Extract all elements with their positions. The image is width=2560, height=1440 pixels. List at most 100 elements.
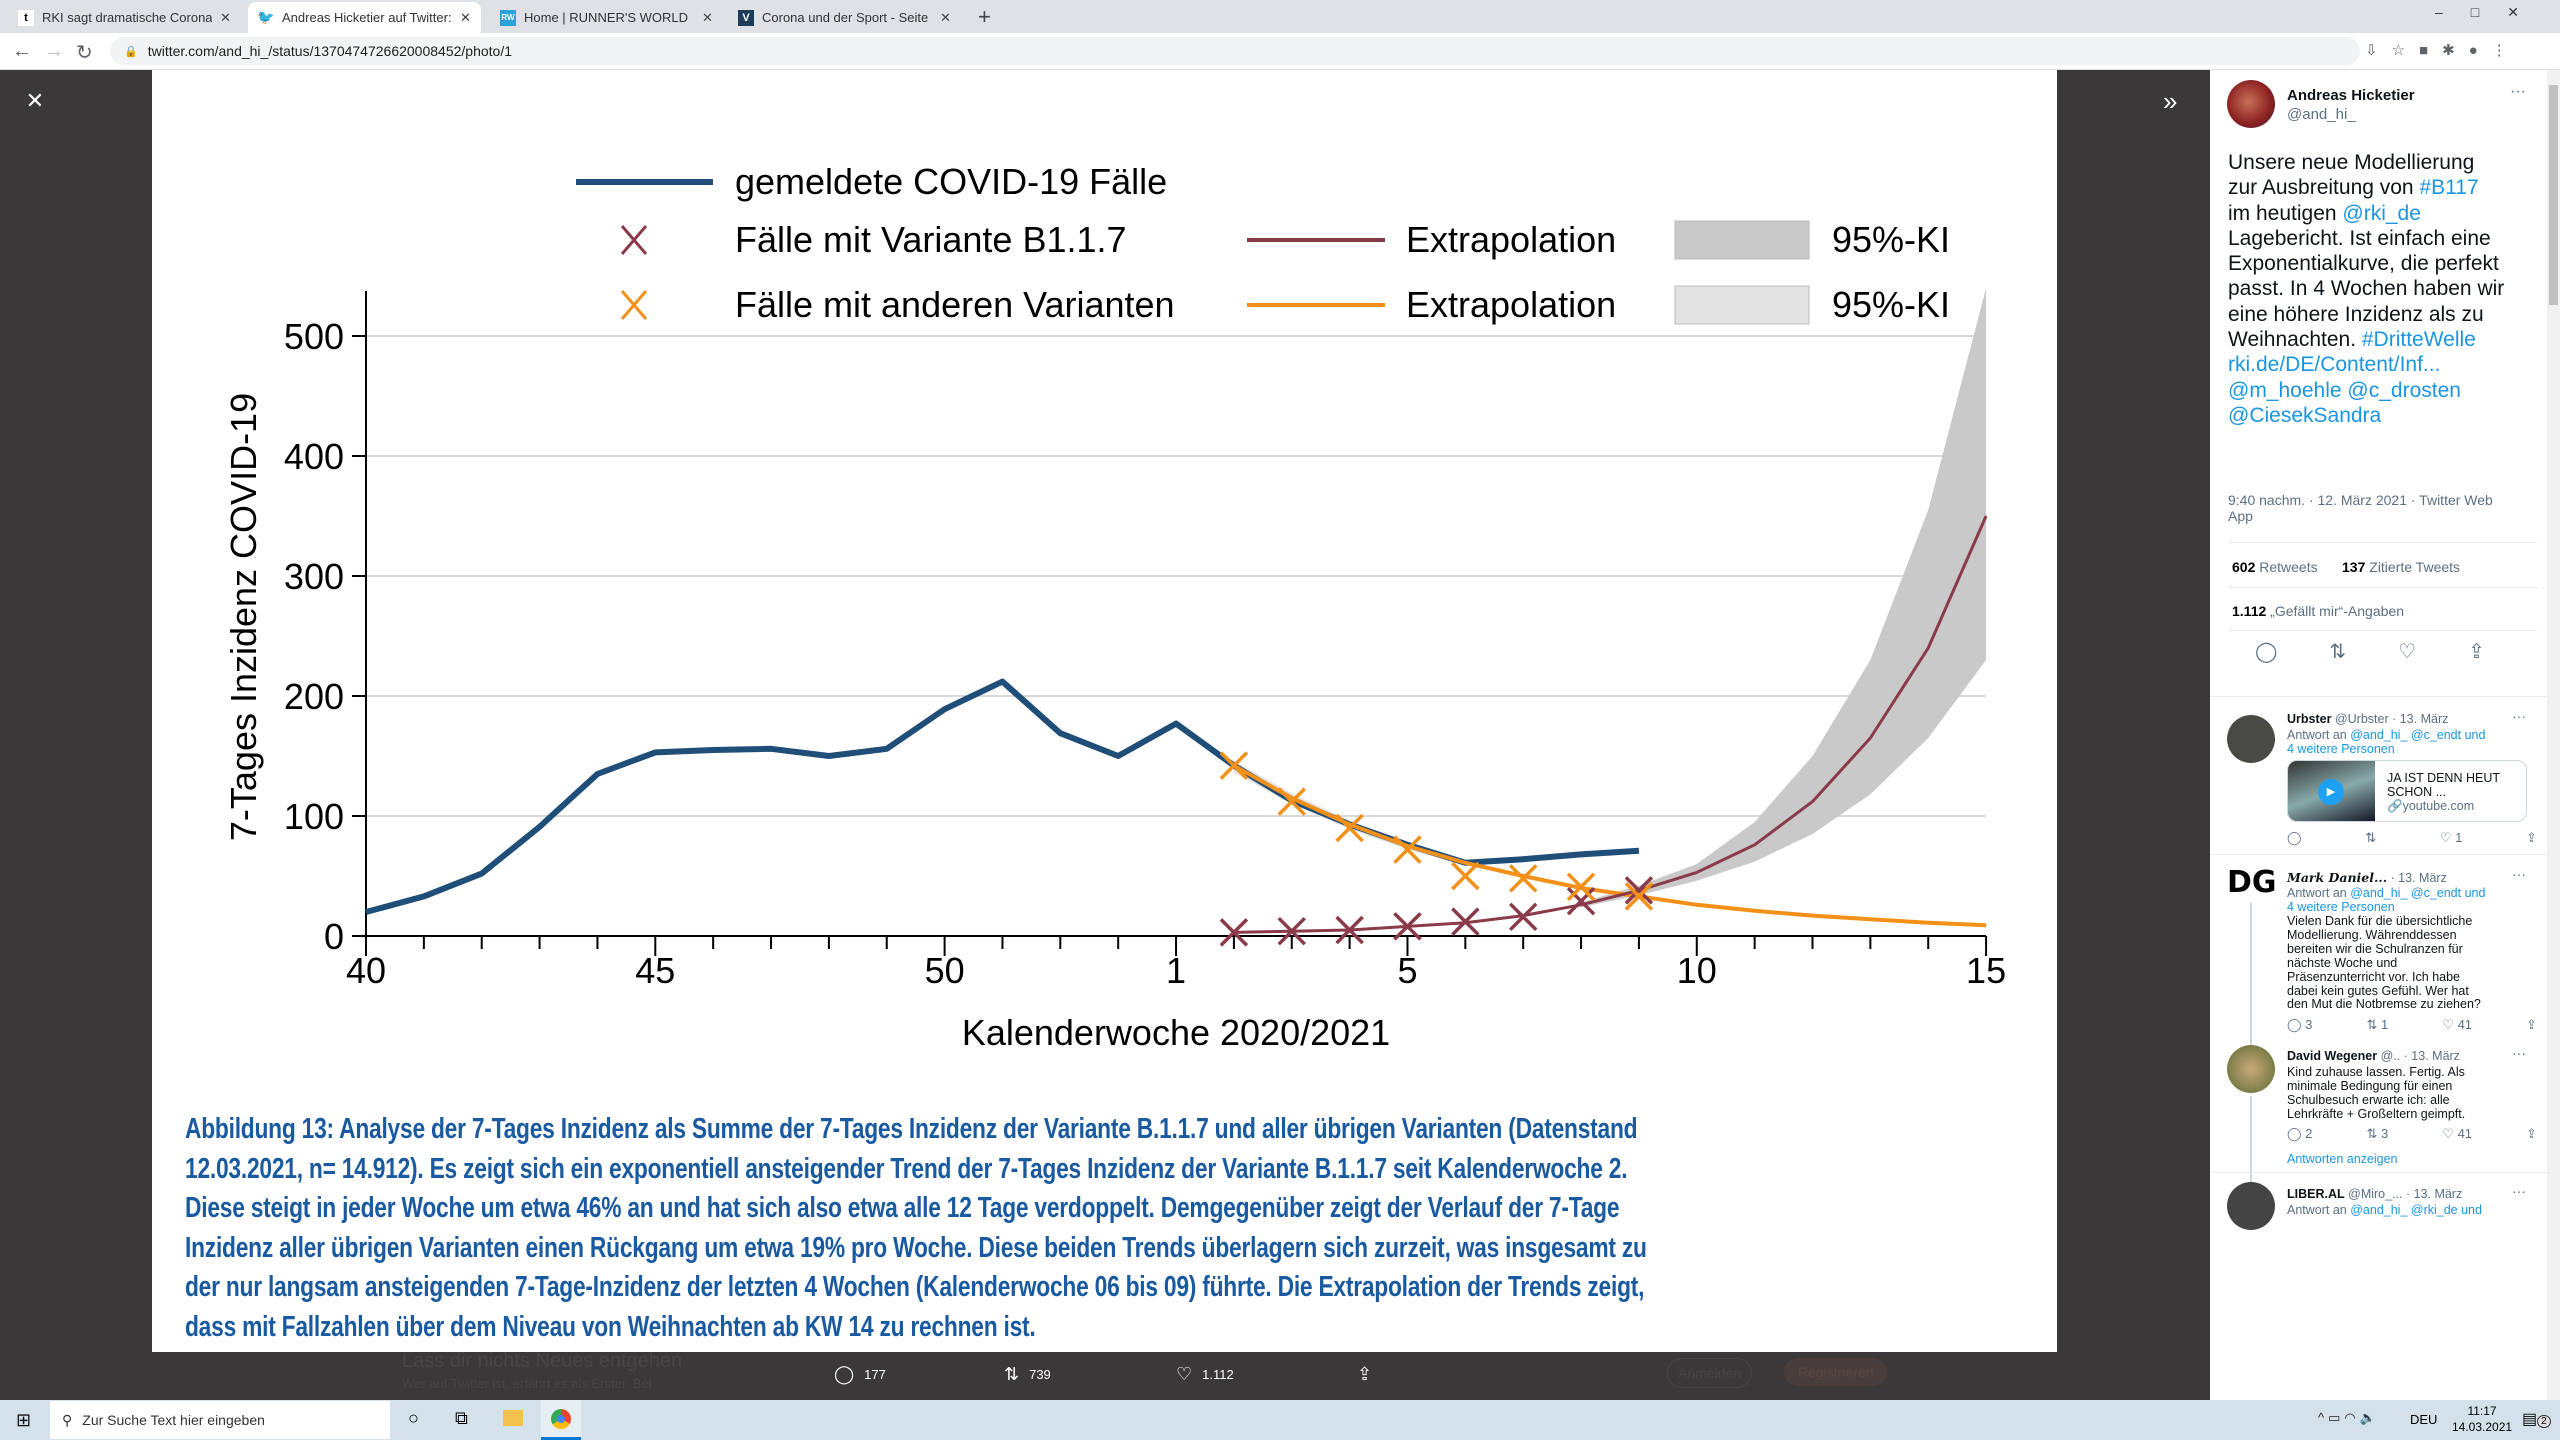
url-bar[interactable]: 🔒 twitter.com/and_hi_/status/137047472662… xyxy=(110,37,2360,65)
author-handle[interactable]: @and_hi_ xyxy=(2287,106,2356,123)
back-icon[interactable]: ← xyxy=(12,40,32,62)
share-icon[interactable]: ⇪ xyxy=(2526,1126,2537,1141)
reply-handle[interactable]: @.. · 13. März xyxy=(2380,1049,2460,1063)
reply-handle[interactable]: @Urbster · 13. März xyxy=(2334,712,2449,726)
more-options-icon[interactable]: ··· xyxy=(2512,866,2526,882)
hashtag-link[interactable]: #B117 xyxy=(2419,176,2479,200)
sidebar-scrollbar[interactable] xyxy=(2547,70,2560,1400)
more-options-icon[interactable]: ··· xyxy=(2512,1045,2526,1061)
reply-author[interactable]: Mark Daniel... xyxy=(2287,870,2388,885)
reply-button[interactable]: ◯ 2 xyxy=(2287,1126,2313,1141)
reply-author[interactable]: David Wegener xyxy=(2287,1049,2378,1063)
forward-icon[interactable]: → xyxy=(44,40,64,62)
retweet-button[interactable]: ⇅ 3 xyxy=(2366,1126,2389,1141)
url-link[interactable]: rki.de/DE/Content/Inf... xyxy=(2228,353,2441,377)
retweet-button[interactable]: ⇅ 739 xyxy=(1004,1364,1051,1385)
task-view-icon[interactable]: ⧉ xyxy=(455,1408,468,1428)
hashtag-link[interactable]: #DritteWelle xyxy=(2361,328,2476,352)
retweet-count: 3 xyxy=(2380,1126,2389,1141)
scrollbar-thumb[interactable] xyxy=(2549,85,2558,305)
close-tab-icon[interactable]: ✕ xyxy=(702,9,713,25)
show-replies-link[interactable]: Antworten anzeigen xyxy=(2287,1152,2398,1166)
author-avatar[interactable] xyxy=(2227,80,2275,128)
windows-start-icon[interactable]: ⊞ xyxy=(16,1410,32,1430)
tweet-timestamp[interactable]: 9:40 nachm. · 12. März 2021 · Twitter We… xyxy=(2228,492,2493,524)
collapse-sidebar-chevron-icon[interactable]: » xyxy=(2163,86,2178,116)
reply-icon: ◯ xyxy=(834,1364,855,1384)
close-photo-button[interactable]: ✕ xyxy=(25,88,45,113)
taskbar-search[interactable]: ⚲ Zur Suche Text hier eingeben xyxy=(50,1401,390,1439)
reply-icon[interactable]: ◯ xyxy=(2255,641,2278,663)
mention-link[interactable]: @CiesekSandra xyxy=(2228,403,2382,427)
tab-corona-sport[interactable]: V Corona und der Sport - Seite 452 ✕ xyxy=(728,2,961,33)
mention-link[interactable]: @rki_de xyxy=(2342,201,2421,225)
notification-center-icon[interactable]: ▤ 2 xyxy=(2522,1409,2551,1429)
close-tab-icon[interactable]: ✕ xyxy=(220,9,231,25)
system-tray-icons[interactable]: ^▭◠🔈 xyxy=(2318,1410,2380,1425)
retweet-button[interactable]: ⇅ 1 xyxy=(2366,1017,2389,1032)
tab-rki[interactable]: t RKI sagt dramatische Corona-Fall ✕ xyxy=(8,2,241,33)
quotes-stat[interactable]: 137 Zitierte Tweets xyxy=(2342,559,2460,575)
reply-handle[interactable]: @Miro_... · 13. März xyxy=(2348,1187,2463,1201)
reply-avatar[interactable] xyxy=(2227,1182,2275,1230)
mention-link[interactable]: @m_hoehle xyxy=(2228,378,2342,402)
mention-link[interactable]: @and_hi_ @c_endt und xyxy=(2350,886,2486,900)
like-button[interactable]: ♡ 41 xyxy=(2442,1126,2473,1141)
reply-avatar-dg[interactable]: DG xyxy=(2227,865,2277,900)
like-button[interactable]: ♡ 1.112 xyxy=(1176,1364,1234,1385)
reply-avatar[interactable] xyxy=(2227,715,2275,763)
reply-handle[interactable]: · 13. März xyxy=(2387,871,2447,885)
retweets-label: Retweets xyxy=(2259,559,2318,575)
reply-icon[interactable]: ◯ xyxy=(2287,830,2302,845)
reply-button[interactable]: ◯ 3 xyxy=(2287,1017,2313,1032)
share-button[interactable]: ⇪ xyxy=(1357,1364,1372,1385)
like-button[interactable]: ♡ 1 xyxy=(2439,830,2463,845)
new-tab-button[interactable]: + xyxy=(978,4,991,29)
input-language[interactable]: DEU xyxy=(2410,1412,2438,1427)
share-icon[interactable]: ⇪ xyxy=(2526,1017,2537,1032)
register-button[interactable]: Registrieren xyxy=(1784,1358,1888,1386)
window-controls[interactable]: –□✕ xyxy=(2435,4,2547,20)
reply-author[interactable]: Urbster xyxy=(2287,712,2332,726)
more-options-icon[interactable]: ··· xyxy=(2512,708,2526,724)
close-tab-icon[interactable]: ✕ xyxy=(460,9,471,25)
tweet-actions: ◯ ⇅ ♡ ⇪ xyxy=(2255,639,2485,664)
more-options-icon[interactable]: ··· xyxy=(2510,83,2526,100)
share-icon[interactable]: ⇪ xyxy=(2526,830,2537,845)
retweets-stat[interactable]: 602 Retweets xyxy=(2232,559,2318,575)
login-button[interactable]: Anmelden xyxy=(1667,1358,1753,1388)
heart-icon[interactable]: ♡ xyxy=(2398,641,2417,663)
mention-link[interactable]: @and_hi_ @rki_de und xyxy=(2350,1203,2482,1217)
likes-stat[interactable]: 1.112 „Gefällt mir“-Angaben xyxy=(2232,603,2404,619)
reply-button[interactable]: ◯ 177 xyxy=(834,1364,886,1385)
more-people-link[interactable]: 4 weitere Personen xyxy=(2287,900,2395,914)
b117-marker xyxy=(1451,907,1480,936)
mention-link[interactable]: @c_drosten xyxy=(2347,378,2461,402)
retweet-icon[interactable]: ⇅ xyxy=(2365,830,2377,845)
reply-avatar[interactable] xyxy=(2227,1045,2275,1093)
tab-runners-world[interactable]: RW Home | RUNNER'S WORLD ✕ xyxy=(490,2,723,33)
chrome-taskbar-button[interactable] xyxy=(541,1400,581,1440)
cortana-icon[interactable]: ○ xyxy=(408,1408,419,1428)
more-options-icon[interactable]: ··· xyxy=(2512,1183,2526,1199)
clock-date: 14.03.2021 xyxy=(2452,1420,2513,1434)
author-name[interactable]: Andreas Hicketier xyxy=(2287,87,2415,104)
clock-time: 11:17 xyxy=(2467,1404,2497,1418)
reload-icon[interactable]: ↻ xyxy=(76,42,93,64)
tab-twitter[interactable]: 🐦 Andreas Hicketier auf Twitter: "Ur ✕ xyxy=(248,2,481,33)
close-tab-icon[interactable]: ✕ xyxy=(940,9,951,25)
share-icon[interactable]: ⇪ xyxy=(2468,641,2485,663)
file-explorer-icon[interactable] xyxy=(503,1410,523,1426)
youtube-card[interactable]: ▶ JA IST DENN HEUT SCHON ... 🔗youtube.com xyxy=(2287,760,2527,822)
retweet-icon[interactable]: ⇅ xyxy=(2329,641,2347,663)
y-tick-label: 200 xyxy=(284,676,344,717)
more-people-link[interactable]: 4 weitere Personen xyxy=(2287,742,2395,756)
clock[interactable]: 11:17 14.03.2021 xyxy=(2452,1403,2512,1435)
card-title: SCHON ... xyxy=(2387,785,2447,799)
extension-icons[interactable]: ⇩☆■✱●⋮ xyxy=(2365,42,2521,59)
reply-to: Antwort an @and_hi_ @c_endt und xyxy=(2287,728,2486,743)
mention-link[interactable]: @and_hi_ @c_endt und xyxy=(2350,728,2486,742)
like-button[interactable]: ♡ 41 xyxy=(2442,1017,2473,1032)
reply-author[interactable]: LIBER.AL xyxy=(2287,1187,2345,1201)
